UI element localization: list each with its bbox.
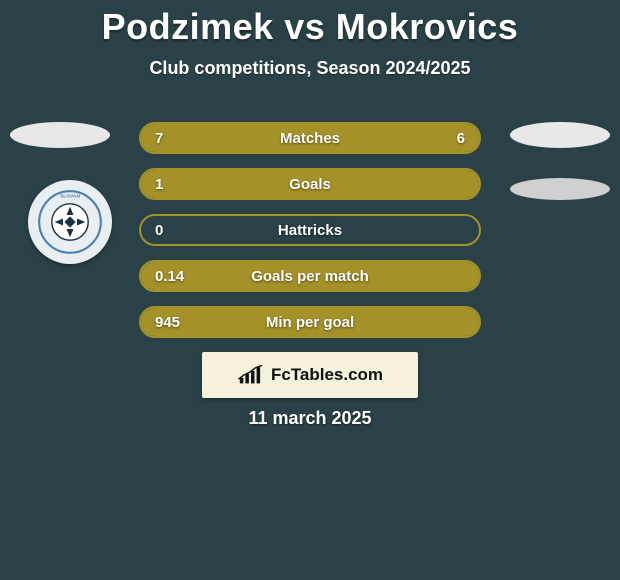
svg-text:SLOVAN: SLOVAN: [60, 194, 80, 200]
player-right-silhouette: [510, 122, 610, 148]
club-right-silhouette: [510, 178, 610, 200]
stat-right-value: 6: [415, 130, 465, 147]
brand-text: FcTables.com: [271, 365, 383, 385]
stat-row: 7 Matches 6: [139, 122, 481, 154]
stat-left-value: 945: [155, 314, 205, 331]
stat-left-value: 0.14: [155, 268, 205, 285]
brand-chart-icon: [237, 365, 265, 385]
stat-row: 0.14 Goals per match: [139, 260, 481, 292]
stat-left-value: 7: [155, 130, 205, 147]
stat-left-value: 0: [155, 222, 205, 239]
stat-label: Hattricks: [205, 222, 415, 239]
page-title: Podzimek vs Mokrovics: [0, 0, 620, 48]
crest-icon: SLOVAN: [35, 187, 105, 257]
brand-card: FcTables.com: [202, 352, 418, 398]
stat-row: 1 Goals: [139, 168, 481, 200]
date-text: 11 march 2025: [0, 408, 620, 429]
stat-label: Min per goal: [205, 314, 415, 331]
stat-rows: 7 Matches 6 1 Goals 0 Hattricks 0.14 Goa…: [139, 122, 481, 338]
club-left-crest: SLOVAN: [28, 180, 112, 264]
stat-row: 0 Hattricks: [139, 214, 481, 246]
player-left-silhouette: [10, 122, 110, 148]
subtitle: Club competitions, Season 2024/2025: [0, 58, 620, 79]
stat-row: 945 Min per goal: [139, 306, 481, 338]
stat-left-value: 1: [155, 176, 205, 193]
stat-label: Goals per match: [205, 268, 415, 285]
stat-label: Matches: [205, 130, 415, 147]
stat-label: Goals: [205, 176, 415, 193]
